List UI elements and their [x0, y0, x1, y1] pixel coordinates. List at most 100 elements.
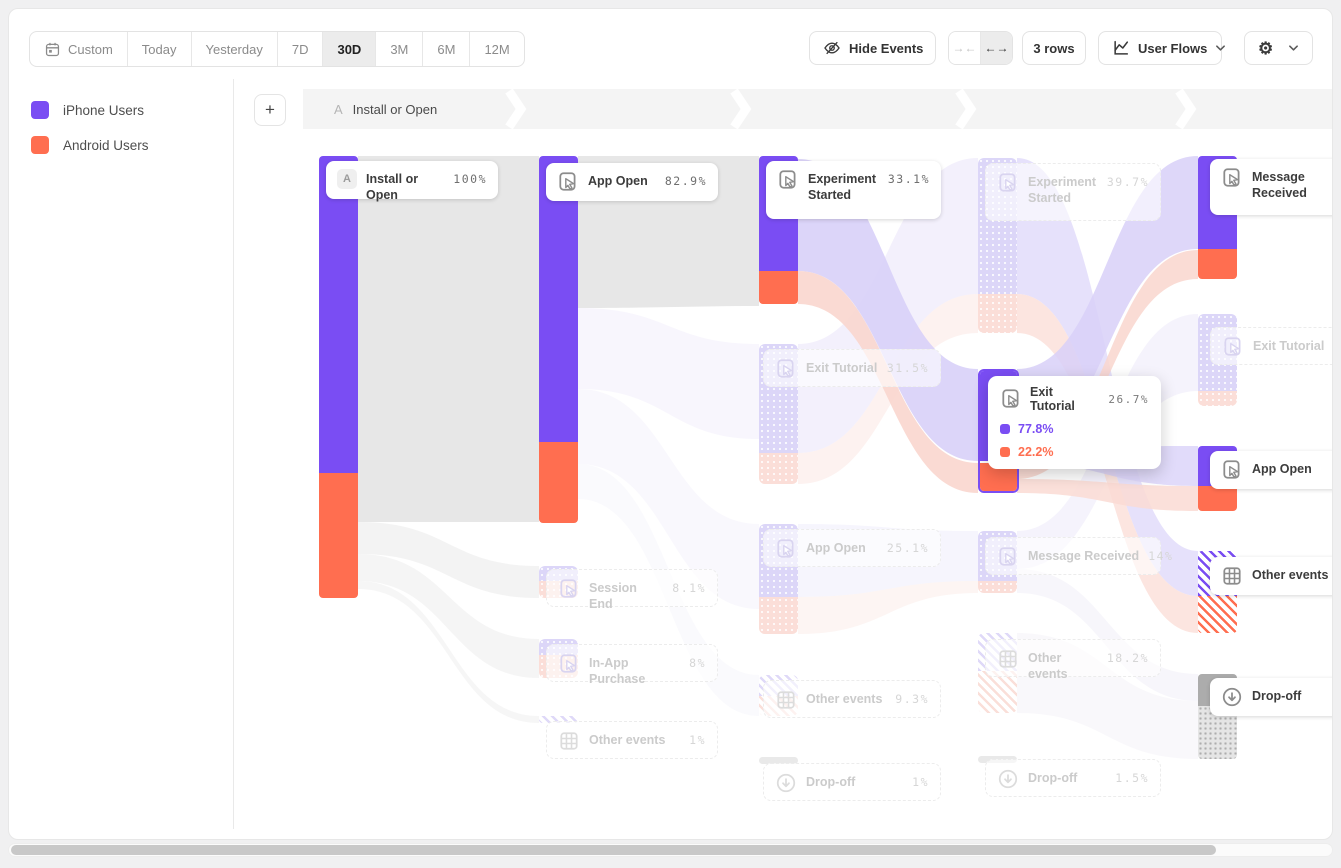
expand-columns-button[interactable]: ←→ [981, 32, 1012, 64]
collapse-columns-button[interactable]: →← [949, 32, 981, 64]
app-open-icon [997, 172, 1019, 194]
bar-other-events-c2[interactable] [539, 716, 578, 723]
node-session-end[interactable]: Session End 8.1% [546, 569, 718, 611]
node-percent: 82.9% [664, 174, 707, 188]
node-label: Experiment Started [1028, 175, 1097, 206]
node-label: Drop-off [1028, 771, 1078, 785]
bar-segment-android-faded [759, 453, 798, 484]
step-breadcrumb: A Install or Open [303, 88, 1332, 130]
app-open-icon [557, 171, 579, 193]
node-dropoff-c3[interactable]: Drop-off 1% [763, 763, 941, 801]
range-custom[interactable]: Custom [30, 32, 128, 66]
legend-item-iphone[interactable]: iPhone Users [31, 101, 144, 119]
grid-icon [997, 648, 1019, 670]
bar-segment-android-faded [978, 294, 1017, 333]
bar-segment-striped-faded [539, 716, 578, 723]
drop-off-icon [997, 768, 1019, 790]
node-other-events-c4[interactable]: Other events 18.2% [985, 639, 1161, 681]
range-30d-selected[interactable]: 30D [323, 32, 377, 66]
node-exit-tutorial-c5[interactable]: Exit Tutorial [1210, 327, 1332, 365]
app-open-icon [1000, 388, 1022, 410]
step-letter: A [334, 101, 343, 117]
node-other-events-c2[interactable]: Other events 1% [546, 721, 718, 759]
app-open-icon [997, 546, 1019, 568]
node-dropoff-c5[interactable]: Drop-off [1210, 678, 1332, 716]
node-label: Other events [1028, 651, 1068, 682]
node-label: App Open [806, 541, 866, 555]
view-label: User Flows [1138, 40, 1208, 56]
hide-events-label: Hide Events [849, 40, 924, 56]
node-experiment-started-c4[interactable]: Experiment Started 39.7% [985, 163, 1161, 221]
android-swatch [31, 136, 49, 154]
grid-icon [775, 689, 797, 711]
bar-segment-android [319, 473, 358, 598]
range-label: Custom [68, 41, 113, 57]
app-open-icon [775, 538, 797, 560]
collapse-expand-toggle: →← ←→ [948, 31, 1013, 65]
range-yesterday[interactable]: Yesterday [192, 32, 278, 66]
bar-segment-gray-faded [759, 757, 798, 764]
node-label: Drop-off [1252, 689, 1302, 703]
node-percent: 39.7% [1106, 175, 1149, 189]
node-dropoff-c4[interactable]: Drop-off 1.5% [985, 759, 1161, 797]
node-message-received-c5[interactable]: Message Received [1210, 159, 1332, 215]
bar-install-or-open[interactable] [319, 156, 358, 598]
node-label: Install or Open [366, 172, 419, 203]
grid-icon [558, 730, 580, 752]
drop-off-icon [1221, 686, 1243, 708]
node-label: Experiment Started [808, 172, 877, 203]
node-app-open[interactable]: App Open 82.9% [546, 163, 718, 201]
node-label: Exit Tutorial [1253, 339, 1325, 353]
legend-item-android[interactable]: Android Users [31, 136, 149, 154]
rows-button[interactable]: 3 rows [1022, 31, 1086, 65]
app-open-icon [1222, 336, 1244, 358]
node-label: Other events [589, 733, 666, 747]
add-step-button[interactable]: + [254, 94, 286, 126]
bar-segment-android [539, 442, 578, 523]
range-today[interactable]: Today [128, 32, 192, 66]
grid-icon [1221, 565, 1243, 587]
node-label: Drop-off [806, 775, 856, 789]
breadcrumb-step-a[interactable]: A Install or Open [334, 89, 437, 129]
iphone-swatch [31, 101, 49, 119]
node-experiment-started[interactable]: Experiment Started 33.1% [766, 161, 941, 219]
range-3m[interactable]: 3M [376, 32, 424, 66]
node-app-open-c5[interactable]: App Open [1210, 451, 1332, 489]
app-open-icon [1221, 167, 1243, 189]
bar-segment-striped [1198, 596, 1237, 633]
bar-app-open[interactable] [539, 156, 578, 523]
node-percent: 25.1% [886, 541, 929, 555]
scrollbar-thumb[interactable] [11, 845, 1216, 855]
node-label: Message Received [1252, 170, 1307, 201]
app-open-icon [777, 169, 799, 191]
rows-label: 3 rows [1033, 40, 1075, 56]
node-label: App Open [1252, 462, 1312, 476]
hide-events-button[interactable]: Hide Events [809, 31, 936, 65]
node-label: Session End [589, 581, 637, 612]
horizontal-scrollbar[interactable] [8, 843, 1333, 857]
collapse-icon: →← [952, 41, 977, 55]
bar-dropoff-c3[interactable] [759, 757, 798, 764]
bar-segment-android-faded [1198, 391, 1237, 406]
node-other-events-c5[interactable]: Other events [1210, 557, 1332, 595]
breadcrumb-chevrons [505, 88, 1197, 130]
node-exit-tutorial-c3[interactable]: Exit Tutorial 31.5% [763, 349, 941, 387]
node-in-app-purchase[interactable]: In-App Purchase 8% [546, 644, 718, 686]
sidebar-divider [233, 79, 234, 829]
node-percent: 18.2% [1106, 651, 1149, 665]
node-other-events-c3[interactable]: Other events 9.3% [763, 680, 941, 718]
range-7d[interactable]: 7D [278, 32, 324, 66]
node-install-or-open[interactable]: A Install or Open 100% [326, 161, 498, 202]
node-app-open-c3[interactable]: App Open 25.1% [763, 529, 941, 567]
view-selector[interactable]: User Flows [1098, 31, 1222, 65]
node-label: Message Received [1028, 549, 1140, 563]
legend-label: iPhone Users [63, 102, 145, 118]
settings-dropdown[interactable]: ⚙ [1244, 31, 1313, 65]
range-12m[interactable]: 12M [484, 41, 510, 57]
expand-icon: ←→ [984, 41, 1009, 55]
bar-segment-android [1198, 486, 1237, 511]
range-6m[interactable]: 6M [423, 32, 471, 66]
node-message-received-c4[interactable]: Message Received 14% [985, 537, 1172, 575]
app-open-icon [775, 358, 797, 380]
